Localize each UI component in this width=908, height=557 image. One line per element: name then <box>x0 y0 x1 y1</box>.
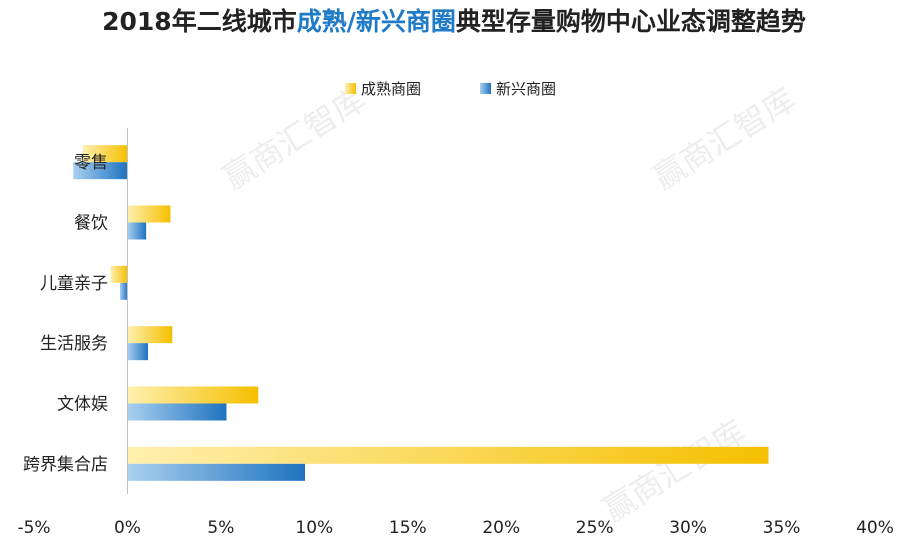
x-tick-label-4: 10% <box>295 518 333 538</box>
title-part-3: 典型存量购物中心业态调整趋势 <box>455 7 806 36</box>
legend-swatch-2 <box>480 83 491 94</box>
category-label-4: 生活服务 <box>40 334 108 354</box>
bar-mature-1 <box>82 145 128 163</box>
bar-emerging-4 <box>127 343 149 361</box>
x-tick-label-3: 5% <box>207 518 234 538</box>
x-tick-label-10: 40% <box>856 518 894 538</box>
legend-label-1: 成熟商圈 <box>361 80 421 98</box>
category-label-6: 跨界集合店 <box>23 455 108 475</box>
title-part-1: 2018年二线城市 <box>102 7 297 36</box>
bar-emerging-1 <box>73 162 128 180</box>
bar-emerging-3 <box>119 282 128 300</box>
x-tick-label-7: 25% <box>576 518 614 538</box>
chart-title: 2018年二线城市成熟/新兴商圈典型存量购物中心业态调整趋势 <box>0 2 908 38</box>
x-tick-label-1: -5% <box>17 518 50 538</box>
legend-label-2: 新兴商圈 <box>496 80 556 98</box>
x-tick-label-5: 15% <box>389 518 427 538</box>
category-label-1: 零售 <box>74 153 108 173</box>
x-tick-label-6: 20% <box>482 518 520 538</box>
category-label-5: 文体娱 <box>57 395 108 415</box>
watermark-2: 赢商汇智库 <box>646 80 802 197</box>
bar-mature-3 <box>110 265 128 283</box>
bar-emerging-2 <box>127 222 147 240</box>
bar-mature-2 <box>127 205 171 223</box>
x-tick-label-2: 0% <box>114 518 141 538</box>
legend: 成熟商圈 新兴商圈 <box>345 80 556 98</box>
bar-mature-4 <box>127 326 173 344</box>
x-tick-label-8: 30% <box>669 518 707 538</box>
watermark-3: 赢商汇智库 <box>596 412 752 529</box>
category-label-2: 餐饮 <box>74 214 108 234</box>
bar-emerging-6 <box>127 463 305 481</box>
bar-emerging-5 <box>127 403 227 421</box>
category-label-3: 儿童亲子 <box>40 274 108 294</box>
watermark-1: 赢商汇智库 <box>216 80 372 197</box>
x-tick-label-9: 35% <box>763 518 801 538</box>
title-highlight: 成熟/新兴商圈 <box>296 7 456 36</box>
bar-mature-5 <box>127 386 259 404</box>
legend-swatch-1 <box>345 83 356 94</box>
bar-mature-6 <box>127 446 769 464</box>
